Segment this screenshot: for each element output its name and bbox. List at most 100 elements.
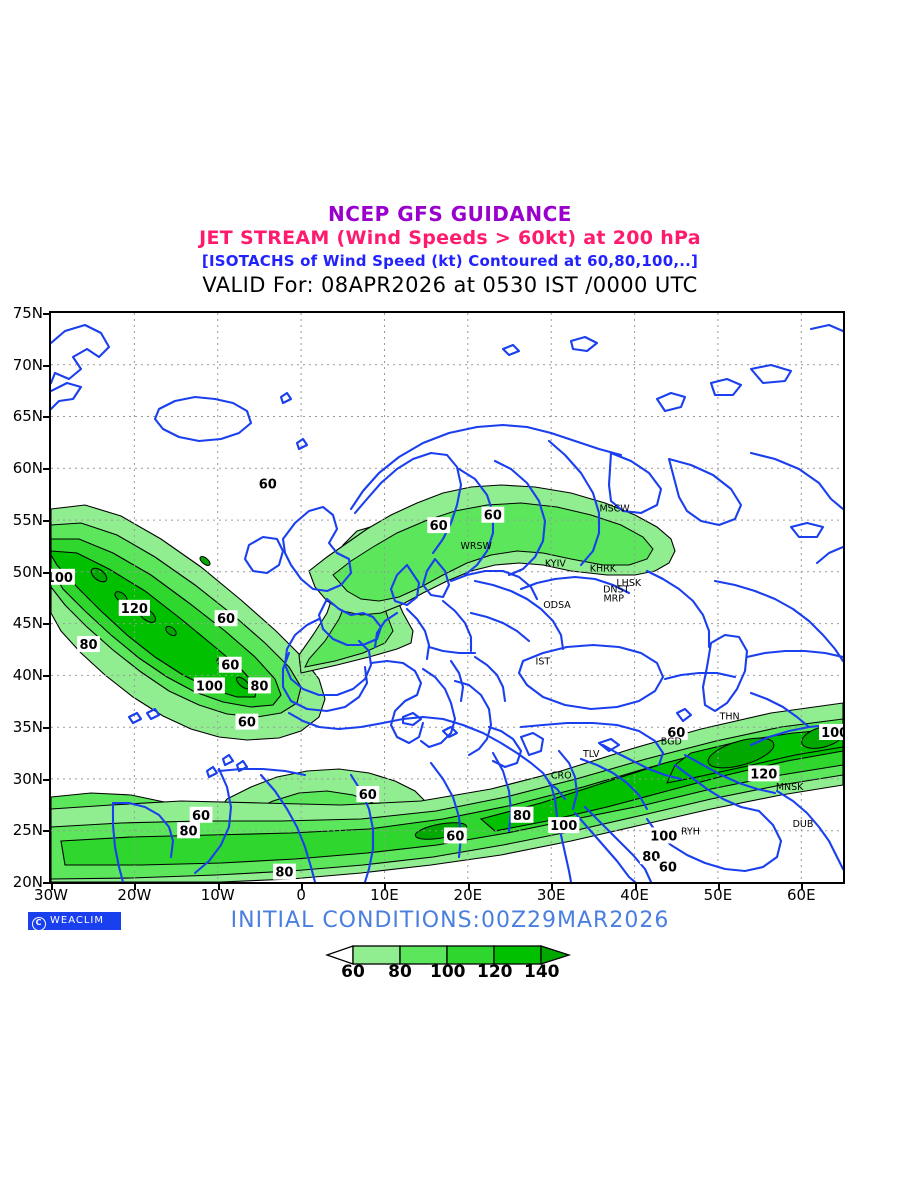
x-axis-tick-label: 20W bbox=[117, 886, 152, 904]
x-axis-tick-label: 40E bbox=[620, 886, 649, 904]
contour-label-bg bbox=[648, 827, 680, 844]
y-axis-tick bbox=[43, 830, 50, 833]
y-axis-tick bbox=[43, 778, 50, 781]
city-label: IST bbox=[536, 657, 551, 668]
contour-label: 80 bbox=[275, 866, 293, 881]
x-axis-tick bbox=[217, 882, 220, 890]
y-axis-tick bbox=[43, 468, 50, 471]
city-label: DNST bbox=[603, 584, 629, 595]
initial-conditions-label: INITIAL CONDITIONS:00Z29MAR2026 bbox=[230, 908, 670, 933]
contour-label: 60 bbox=[217, 612, 235, 627]
contour-label-bg bbox=[235, 713, 259, 730]
colorbar-legend bbox=[0, 944, 900, 972]
x-axis-tick bbox=[51, 882, 53, 890]
contour-label-bg bbox=[193, 677, 225, 694]
contour-label-bg bbox=[548, 817, 580, 834]
x-axis-tick bbox=[551, 882, 554, 890]
x-axis-tick-label: 10W bbox=[200, 886, 235, 904]
contour-label-bg bbox=[443, 827, 467, 844]
contour-label: 100 bbox=[196, 679, 223, 694]
x-axis-tick bbox=[801, 882, 804, 890]
contour-label: 60 bbox=[359, 788, 377, 803]
colorbar-tick: 60 bbox=[341, 962, 365, 982]
y-axis-tick bbox=[43, 726, 50, 729]
colorbar-tick: 140 bbox=[524, 962, 560, 982]
contour-label-bg bbox=[256, 475, 280, 492]
city-label: LHSK bbox=[616, 578, 641, 589]
contour-label: 60 bbox=[659, 860, 677, 875]
weaclim-label: WEACLIM bbox=[50, 915, 105, 926]
x-axis-tick-label: 30E bbox=[536, 886, 566, 904]
contour-label-bg bbox=[218, 656, 242, 673]
contour-label-bg bbox=[214, 610, 238, 627]
contour-label: 60 bbox=[221, 659, 239, 674]
city-label: CRO bbox=[551, 771, 572, 782]
shade-region-north-europe bbox=[308, 484, 676, 616]
contour-label-bg bbox=[748, 765, 780, 782]
y-axis-tick-label: 55N bbox=[12, 510, 43, 529]
y-axis-tick-label: 20N bbox=[12, 873, 43, 891]
y-axis-tick bbox=[43, 882, 50, 884]
city-label: WRSW bbox=[460, 541, 492, 552]
x-axis-tick-label: 0 bbox=[296, 886, 306, 904]
contour-labels-layer: 1001208010060806060606060608080606080100… bbox=[51, 475, 843, 881]
y-axis-tick bbox=[43, 519, 50, 522]
city-label: MSCW bbox=[599, 504, 630, 515]
contour-label: 60 bbox=[259, 478, 277, 493]
colorbar-max-arrow bbox=[540, 945, 572, 965]
contour-label-bg bbox=[510, 806, 534, 823]
weaclim-badge: C WEACLIM bbox=[28, 912, 121, 931]
x-axis-tick bbox=[384, 882, 387, 890]
contour-label-bg bbox=[248, 677, 271, 694]
y-axis-tick-label: 25N bbox=[12, 821, 43, 840]
colorbar-tick: 80 bbox=[388, 962, 412, 982]
contour-label-bg bbox=[427, 517, 451, 534]
map-plot-area[interactable]: 1001208010060806060606060608080606080100… bbox=[49, 311, 845, 884]
coastlines-layer bbox=[51, 323, 843, 882]
contour-label: 80 bbox=[250, 679, 268, 694]
contour-label: 80 bbox=[513, 809, 531, 824]
y-axis-tick bbox=[43, 364, 50, 367]
y-axis-tick bbox=[43, 416, 50, 419]
contour-label-bg bbox=[118, 599, 150, 616]
x-axis-tick-label: 50E bbox=[703, 886, 733, 904]
colorbar-tick-labels: 60 80 100 120 140 bbox=[0, 962, 900, 984]
contour-label-bg bbox=[664, 723, 688, 740]
city-label: KYIV bbox=[545, 558, 566, 569]
x-axis-tick-label: 60E bbox=[787, 886, 816, 904]
y-axis-tick bbox=[43, 313, 50, 315]
contour-label: 60 bbox=[430, 519, 448, 534]
contour-label: 60 bbox=[192, 809, 210, 824]
x-axis-tick-label: 10E bbox=[370, 886, 399, 904]
city-label: ODSA bbox=[543, 600, 571, 611]
y-axis-tick bbox=[43, 623, 50, 626]
y-axis-tick-label: 60N bbox=[12, 459, 43, 478]
y-axis-tick-label: 40N bbox=[12, 666, 43, 685]
contour-label-bg bbox=[481, 506, 505, 523]
contour-label: 60 bbox=[484, 509, 502, 524]
city-label: KHRK bbox=[590, 564, 617, 575]
contour-label-bg bbox=[77, 636, 100, 653]
colorbar-tick: 100 bbox=[430, 962, 466, 982]
contour-label-bg bbox=[189, 806, 213, 823]
colorbar-swatches bbox=[325, 945, 572, 965]
contour-label: 100 bbox=[650, 829, 677, 844]
y-axis-tick-label: 30N bbox=[12, 769, 43, 788]
page-title: NCEP GFS GUIDANCE bbox=[328, 202, 572, 226]
contour-label-bg bbox=[819, 723, 843, 740]
city-label: MNSK bbox=[776, 782, 804, 793]
city-label: DUB bbox=[793, 819, 814, 830]
y-axis-tick-label: 65N bbox=[12, 407, 43, 426]
y-axis-tick-label: 50N bbox=[12, 562, 43, 581]
x-axis-tick bbox=[467, 882, 470, 890]
y-axis-tick bbox=[43, 571, 50, 574]
city-label: TLV bbox=[582, 749, 600, 760]
contour-label: 60 bbox=[667, 726, 685, 741]
contour-label: 120 bbox=[750, 767, 777, 782]
contour-label: 80 bbox=[180, 824, 198, 839]
y-axis-tick bbox=[43, 675, 50, 678]
x-axis-tick bbox=[717, 882, 720, 890]
y-axis-tick-label: 75N bbox=[12, 304, 43, 322]
contour-label-bg bbox=[177, 822, 200, 839]
